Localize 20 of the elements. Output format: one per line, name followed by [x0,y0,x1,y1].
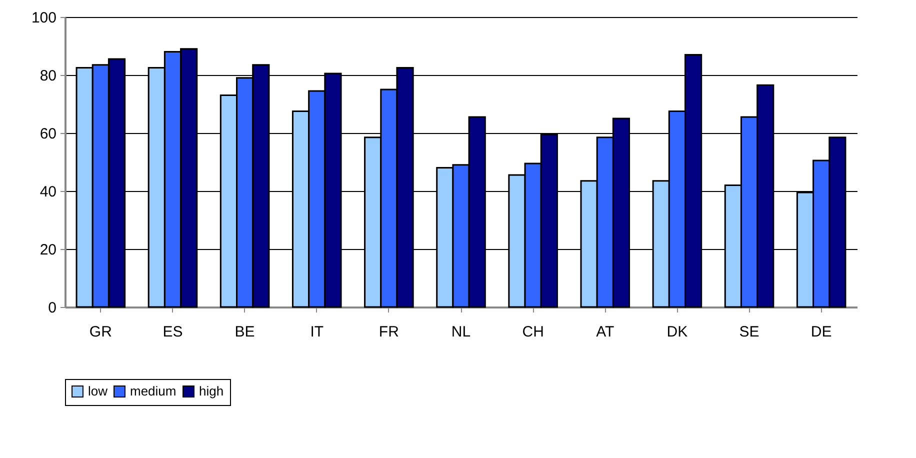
legend-label: high [199,384,224,399]
x-tick-label: CH [522,324,544,340]
y-tick-label: 20 [40,242,56,258]
x-tick-label: FR [378,324,400,340]
x-tick-label: GR [89,324,112,340]
x-tick-label: DE [810,324,832,340]
x-tick-label: BE [234,324,255,340]
y-tick-label: 40 [40,184,56,200]
x-tick-label: AT [596,324,614,340]
x-tick-label: ES [162,324,183,340]
x-tick-label: NL [451,324,471,340]
x-tick-label: SE [739,324,760,340]
y-tick-label: 80 [40,68,56,84]
x-tick-label: DK [666,324,688,340]
legend-label: medium [130,384,176,399]
x-tick-label: IT [310,324,324,340]
y-tick-label: 0 [48,300,56,316]
legend-label: low [88,384,108,399]
y-tick-label: 100 [31,10,56,26]
y-tick-label: 60 [40,126,56,142]
